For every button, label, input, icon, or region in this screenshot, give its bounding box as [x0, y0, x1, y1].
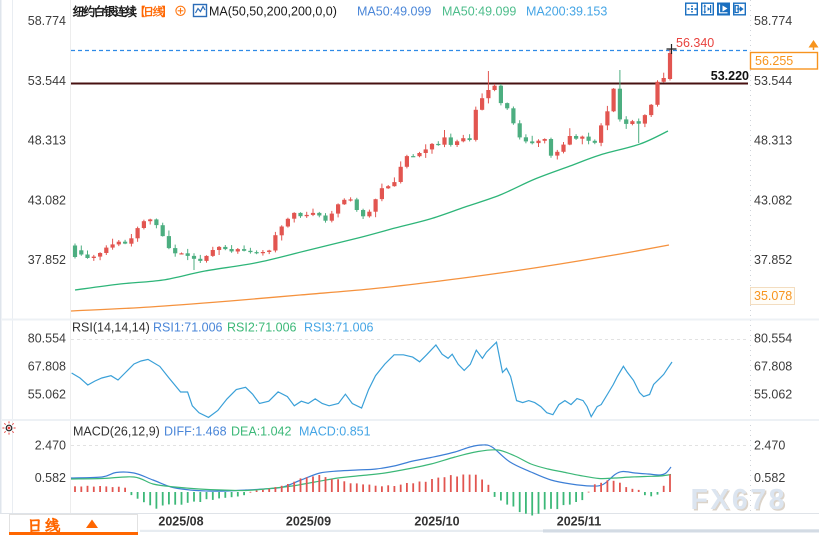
svg-text:RSI2:71.006: RSI2:71.006	[227, 321, 297, 335]
svg-text:67.808: 67.808	[28, 360, 66, 374]
svg-text:MA200:39.153: MA200:39.153	[526, 5, 607, 19]
svg-text:37.852: 37.852	[754, 253, 792, 267]
svg-text:67.808: 67.808	[754, 360, 792, 374]
svg-text:53.544: 53.544	[754, 74, 792, 88]
svg-text:RSI1:71.006: RSI1:71.006	[153, 321, 223, 335]
svg-text:MACD:0.851: MACD:0.851	[299, 425, 371, 439]
svg-text:MACD(26,12,9): MACD(26,12,9)	[73, 425, 160, 439]
svg-text:53.220: 53.220	[711, 69, 749, 83]
svg-text:2.470: 2.470	[35, 439, 66, 453]
svg-text:DIFF:1.468: DIFF:1.468	[164, 425, 227, 439]
svg-text:53.544: 53.544	[28, 74, 66, 88]
svg-text:2025/09: 2025/09	[286, 515, 331, 529]
svg-text:58.774: 58.774	[754, 14, 792, 28]
svg-text:RSI(14,14,14): RSI(14,14,14)	[72, 321, 150, 335]
svg-text:MA(50,50,200,200,0,0): MA(50,50,200,200,0,0)	[209, 5, 337, 19]
svg-text:2025/10: 2025/10	[414, 515, 459, 529]
svg-text:56.255: 56.255	[755, 54, 793, 68]
svg-text:48.313: 48.313	[28, 134, 66, 148]
svg-text:58.774: 58.774	[28, 14, 66, 28]
svg-text:80.554: 80.554	[754, 332, 792, 346]
svg-text:FX678: FX678	[691, 484, 787, 516]
svg-text:55.062: 55.062	[754, 388, 792, 402]
svg-text:0.582: 0.582	[35, 471, 66, 485]
svg-text:35.078: 35.078	[754, 289, 792, 303]
svg-text:56.340: 56.340	[676, 36, 714, 50]
svg-text:DEA:1.042: DEA:1.042	[231, 425, 292, 439]
svg-text:MA50:49.099: MA50:49.099	[357, 5, 431, 19]
svg-text:43.082: 43.082	[28, 193, 66, 207]
svg-text:37.852: 37.852	[28, 253, 66, 267]
svg-text:2025/11: 2025/11	[557, 515, 602, 529]
svg-text:55.062: 55.062	[28, 388, 66, 402]
svg-text:2025/08: 2025/08	[158, 515, 203, 529]
svg-text:MA50:49.099: MA50:49.099	[442, 5, 516, 19]
svg-text:80.554: 80.554	[28, 332, 66, 346]
svg-text:FX678: FX678	[692, 486, 788, 518]
svg-text:RSI3:71.006: RSI3:71.006	[304, 321, 374, 335]
svg-text:48.313: 48.313	[754, 134, 792, 148]
svg-text:43.082: 43.082	[754, 193, 792, 207]
svg-text:0.582: 0.582	[754, 471, 785, 485]
svg-text:2.470: 2.470	[754, 439, 785, 453]
